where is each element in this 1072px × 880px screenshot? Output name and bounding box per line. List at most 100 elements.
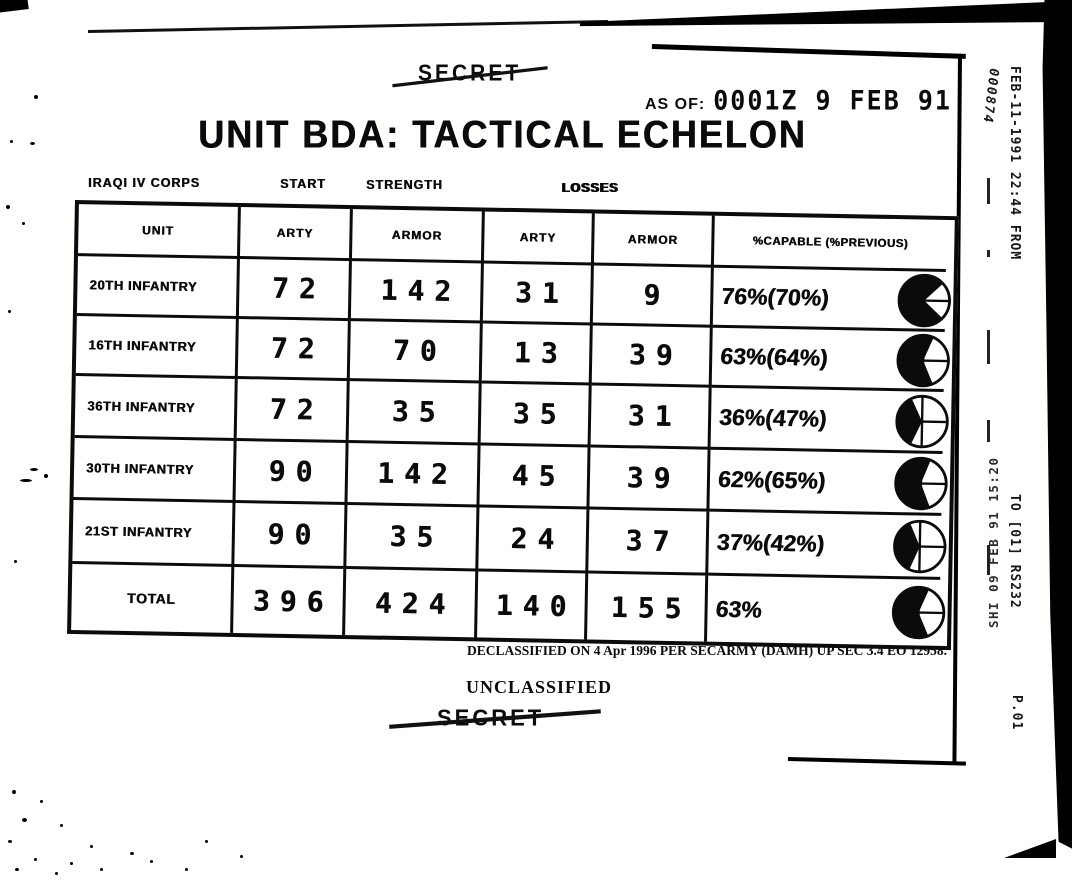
capable-cell: 62%(65%) — [709, 449, 948, 516]
value-cell: 90 — [235, 441, 349, 506]
ink-speck — [130, 852, 134, 855]
page-title: UNIT BDA: TACTICAL ECHELON — [198, 112, 807, 157]
fax-to-line: TO [01] RS232 — [1007, 494, 1022, 609]
value-cell: 35 — [348, 381, 482, 446]
scan-artifact-bottom-tip — [1004, 839, 1056, 858]
ink-speck — [60, 824, 63, 827]
capable-pie-chart — [893, 519, 947, 573]
ink-speck — [55, 872, 58, 875]
scan-artifact-top-line — [88, 20, 608, 33]
value-cell: 72 — [237, 319, 351, 382]
ink-speck — [205, 840, 208, 843]
as-of-line: AS OF: 0001Z 9 FEB 91 — [645, 85, 952, 115]
value-cell: 24 — [478, 507, 590, 574]
handwritten-page-number: 000874 — [979, 66, 1001, 126]
ink-speck — [14, 560, 17, 563]
ink-speck — [8, 310, 11, 313]
ink-speck — [44, 474, 48, 478]
unit-cell: 20TH INFANTRY — [76, 256, 240, 320]
fax-stamp-dash — [987, 330, 990, 364]
value-cell: 39 — [591, 325, 713, 388]
ink-speck — [40, 800, 43, 803]
ink-speck — [8, 840, 12, 843]
ink-speck — [90, 845, 93, 848]
column-header: ARMOR — [593, 213, 715, 268]
capable-cell: 37%(42%) — [708, 511, 947, 580]
column-header: %CAPABLE (%PREVIOUS) — [713, 215, 947, 272]
ink-speck — [30, 142, 35, 145]
ink-speck — [70, 862, 73, 865]
unit-cell: 30TH INFANTRY — [73, 438, 237, 503]
value-cell: 142 — [347, 443, 481, 508]
capable-pie-chart — [894, 456, 948, 510]
column-header: UNIT — [77, 204, 241, 260]
fax-stamp-dash — [987, 545, 990, 575]
ink-speck — [34, 95, 38, 99]
classification-stamp-bottom: SECRET — [389, 704, 601, 731]
ink-speck — [22, 818, 27, 822]
value-cell: 396 — [233, 566, 347, 636]
capable-cell: 36%(47%) — [710, 387, 949, 454]
value-cell: 35 — [346, 505, 480, 572]
value-cell: 13 — [481, 323, 593, 386]
ink-speck — [15, 868, 19, 871]
scan-artifact-corner — [0, 0, 29, 13]
ink-speck — [6, 205, 10, 209]
value-cell: 90 — [234, 502, 348, 570]
classification-text: SECRET — [437, 704, 545, 731]
capable-pie-chart — [896, 333, 950, 387]
value-cell: 424 — [345, 569, 479, 638]
unit-cell: 16TH INFANTRY — [75, 316, 239, 380]
value-cell: 35 — [480, 383, 592, 448]
start-label: START — [280, 177, 326, 191]
ink-speck — [10, 140, 13, 143]
value-cell: 70 — [349, 321, 483, 384]
capable-pie-chart — [895, 394, 949, 448]
value-cell: 39 — [589, 447, 711, 512]
fax-frame-top — [651, 44, 966, 59]
fax-stamp-dash — [987, 420, 990, 442]
value-cell: 72 — [236, 379, 350, 444]
ink-speck — [22, 222, 25, 225]
declassified-note: DECLASSIFIED ON 4 Apr 1996 PER SECARMY (… — [467, 643, 948, 658]
capable-text: 63%(64%) — [719, 342, 829, 371]
capable-text: 63% — [714, 595, 763, 623]
value-cell: 31 — [482, 263, 594, 326]
corps-label: IRAQI IV CORPS — [88, 176, 200, 190]
ink-speck — [30, 468, 38, 471]
value-cell: 142 — [350, 261, 484, 324]
scan-artifact-top-band — [580, 2, 1048, 27]
column-header: ARTY — [483, 211, 595, 266]
strength-label: STRENGTH — [366, 178, 443, 192]
value-cell: 45 — [479, 445, 591, 510]
capable-text: 37%(42%) — [715, 528, 826, 557]
capable-pie-chart — [891, 585, 946, 640]
capable-cell: 63%(64%) — [711, 327, 950, 392]
capable-text: 76%(70%) — [720, 282, 830, 311]
ink-speck — [20, 479, 32, 482]
value-cell: 155 — [587, 573, 709, 642]
ink-speck — [185, 868, 188, 871]
ink-speck — [12, 790, 16, 794]
fax-page-number: P.01 — [1009, 695, 1024, 731]
unit-cell: TOTAL — [71, 564, 235, 633]
fax-stamp-dash — [987, 178, 990, 204]
column-header: ARMOR — [351, 209, 485, 264]
column-header: ARTY — [239, 207, 353, 262]
unit-cell: 21ST INFANTRY — [72, 500, 236, 567]
value-cell: 9 — [592, 265, 714, 328]
fax-header-line: FEB-11-1991 22:44 FROM — [1007, 66, 1022, 261]
bda-table: UNIT ARTY ARMOR ARTY ARMOR %CAPABLE (%PREVIOU… — [67, 200, 959, 651]
ink-speck — [100, 868, 103, 871]
capable-text: 62%(65%) — [716, 465, 827, 494]
losses-label: LOSSES — [562, 181, 619, 195]
capable-cell: 76%(70%) — [712, 267, 951, 332]
ink-speck — [240, 855, 243, 858]
fax-stamp-dash — [987, 250, 990, 257]
classification-stamp-top: SECRET — [392, 61, 548, 88]
as-of-label: AS OF: — [645, 96, 706, 113]
capable-cell: 63% — [707, 576, 946, 646]
ink-speck — [150, 860, 153, 863]
capable-pie-chart — [897, 273, 951, 327]
